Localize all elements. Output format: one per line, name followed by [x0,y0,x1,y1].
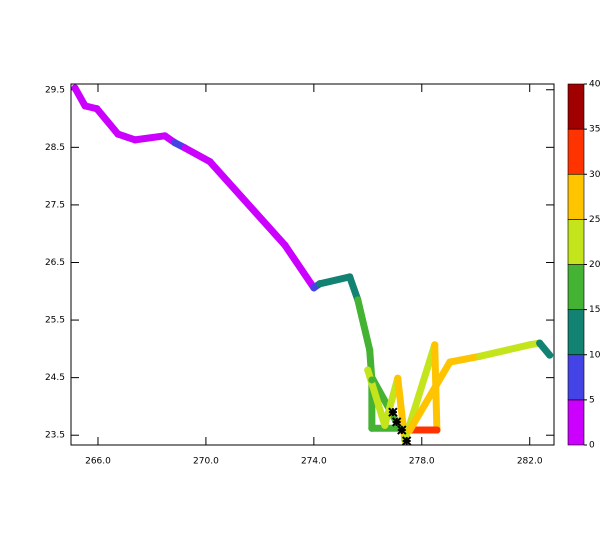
y-tick-label: 29.5 [45,85,65,95]
x-tick-label: 270.0 [193,457,219,467]
track-point [433,426,441,434]
track-point [476,352,484,360]
track-point [310,284,318,292]
track-point [406,426,414,434]
track-point [346,273,354,281]
star-marker [388,407,398,417]
x-tick-label: 274.0 [301,457,327,467]
track-point [536,339,544,347]
colorbar-label: 15 [589,305,600,315]
track-point [281,241,289,249]
y-tick-label: 25.5 [45,316,65,326]
track-point [526,341,534,349]
track-point [171,139,179,147]
track-point [368,376,376,384]
colorbar-label: 5 [589,395,595,405]
track-segment [181,144,214,166]
colorbar-label: 30 [589,170,601,180]
plot-frame [70,83,555,446]
x-tick-label: 278.0 [409,457,435,467]
track-point [366,346,374,354]
track-point [368,424,376,432]
track-segment [476,341,534,360]
track [71,84,554,445]
y-tick-label: 26.5 [45,258,65,268]
track-point [181,144,189,152]
track-point [364,366,372,374]
track-point [81,102,89,110]
track-point [206,158,214,166]
colorbar-swatch [567,264,585,310]
colorbar-label: 0 [589,441,595,451]
track-point [316,280,324,288]
track-point [93,105,101,113]
track-point [71,84,79,92]
track-point [431,341,439,349]
track-point [446,358,454,366]
track-segment [131,132,169,144]
colorbar-label: 40 [589,80,601,90]
track-segment [316,273,354,288]
y-tick-label: 24.5 [45,373,65,383]
colorbar-swatch [567,354,585,401]
x-tick-label: 266.0 [85,457,111,467]
track-segment [354,296,374,354]
track-segment [346,273,362,304]
colorbar-label: 20 [589,260,601,270]
track-segment [406,358,454,434]
x-tick-label: 282.0 [517,457,543,467]
track-segment [446,352,484,366]
track-point [381,421,389,429]
y-tick-label: 23.5 [45,431,65,441]
track-point [131,136,139,144]
track-point [546,351,554,359]
colorbar-swatch [567,219,585,265]
track-point [394,374,402,382]
star-marker [397,425,407,435]
track-point [354,296,362,304]
track-point [161,132,169,140]
colorbar-swatch [567,83,585,130]
y-tick-label: 27.5 [45,200,65,210]
colorbar-label: 35 [589,125,600,135]
track-segment [206,158,289,249]
colorbar-swatch [567,399,585,446]
y-tick-label: 28.5 [45,143,65,153]
colorbar-swatch [567,173,585,220]
star-marker [401,436,412,445]
track-segment [281,241,318,292]
track-segment [93,105,122,138]
track-point [114,130,122,138]
colorbar-label: 25 [589,215,600,225]
colorbar-swatch [567,309,585,356]
colorbar-swatch [567,128,585,175]
star-marker [391,417,402,427]
colorbar-label: 10 [589,350,601,360]
